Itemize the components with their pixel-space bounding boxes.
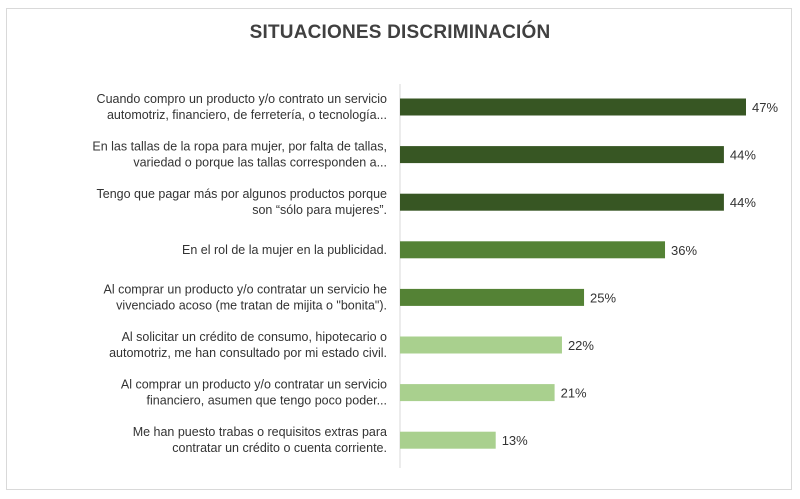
category-label: Cuando compro un producto y/o contrato u… [97, 92, 387, 122]
data-label: 25% [590, 290, 616, 305]
category-label: Al comprar un producto y/o contratar un … [104, 282, 388, 312]
data-label: 36% [671, 243, 697, 258]
data-label: 44% [730, 195, 756, 210]
bar [400, 289, 584, 306]
data-label: 47% [752, 100, 778, 115]
category-label: En el rol de la mujer en la publicidad. [182, 243, 387, 257]
bar [400, 194, 724, 211]
bar [400, 384, 555, 401]
data-label: 44% [730, 148, 756, 163]
data-label: 21% [561, 386, 587, 401]
data-label: 13% [502, 433, 528, 448]
bar [400, 99, 746, 116]
category-label: Al solicitar un crédito de consumo, hipo… [109, 330, 387, 360]
bar [400, 337, 562, 354]
bar [400, 146, 724, 163]
category-label: Al comprar un producto y/o contratar un … [121, 378, 387, 408]
category-label: Tengo que pagar más por algunos producto… [97, 187, 388, 217]
category-label: En las tallas de la ropa para mujer, por… [92, 140, 387, 170]
bar [400, 432, 496, 449]
bar [400, 241, 665, 258]
category-label: Me han puesto trabas o requisitos extras… [133, 425, 387, 455]
data-label: 22% [568, 338, 594, 353]
